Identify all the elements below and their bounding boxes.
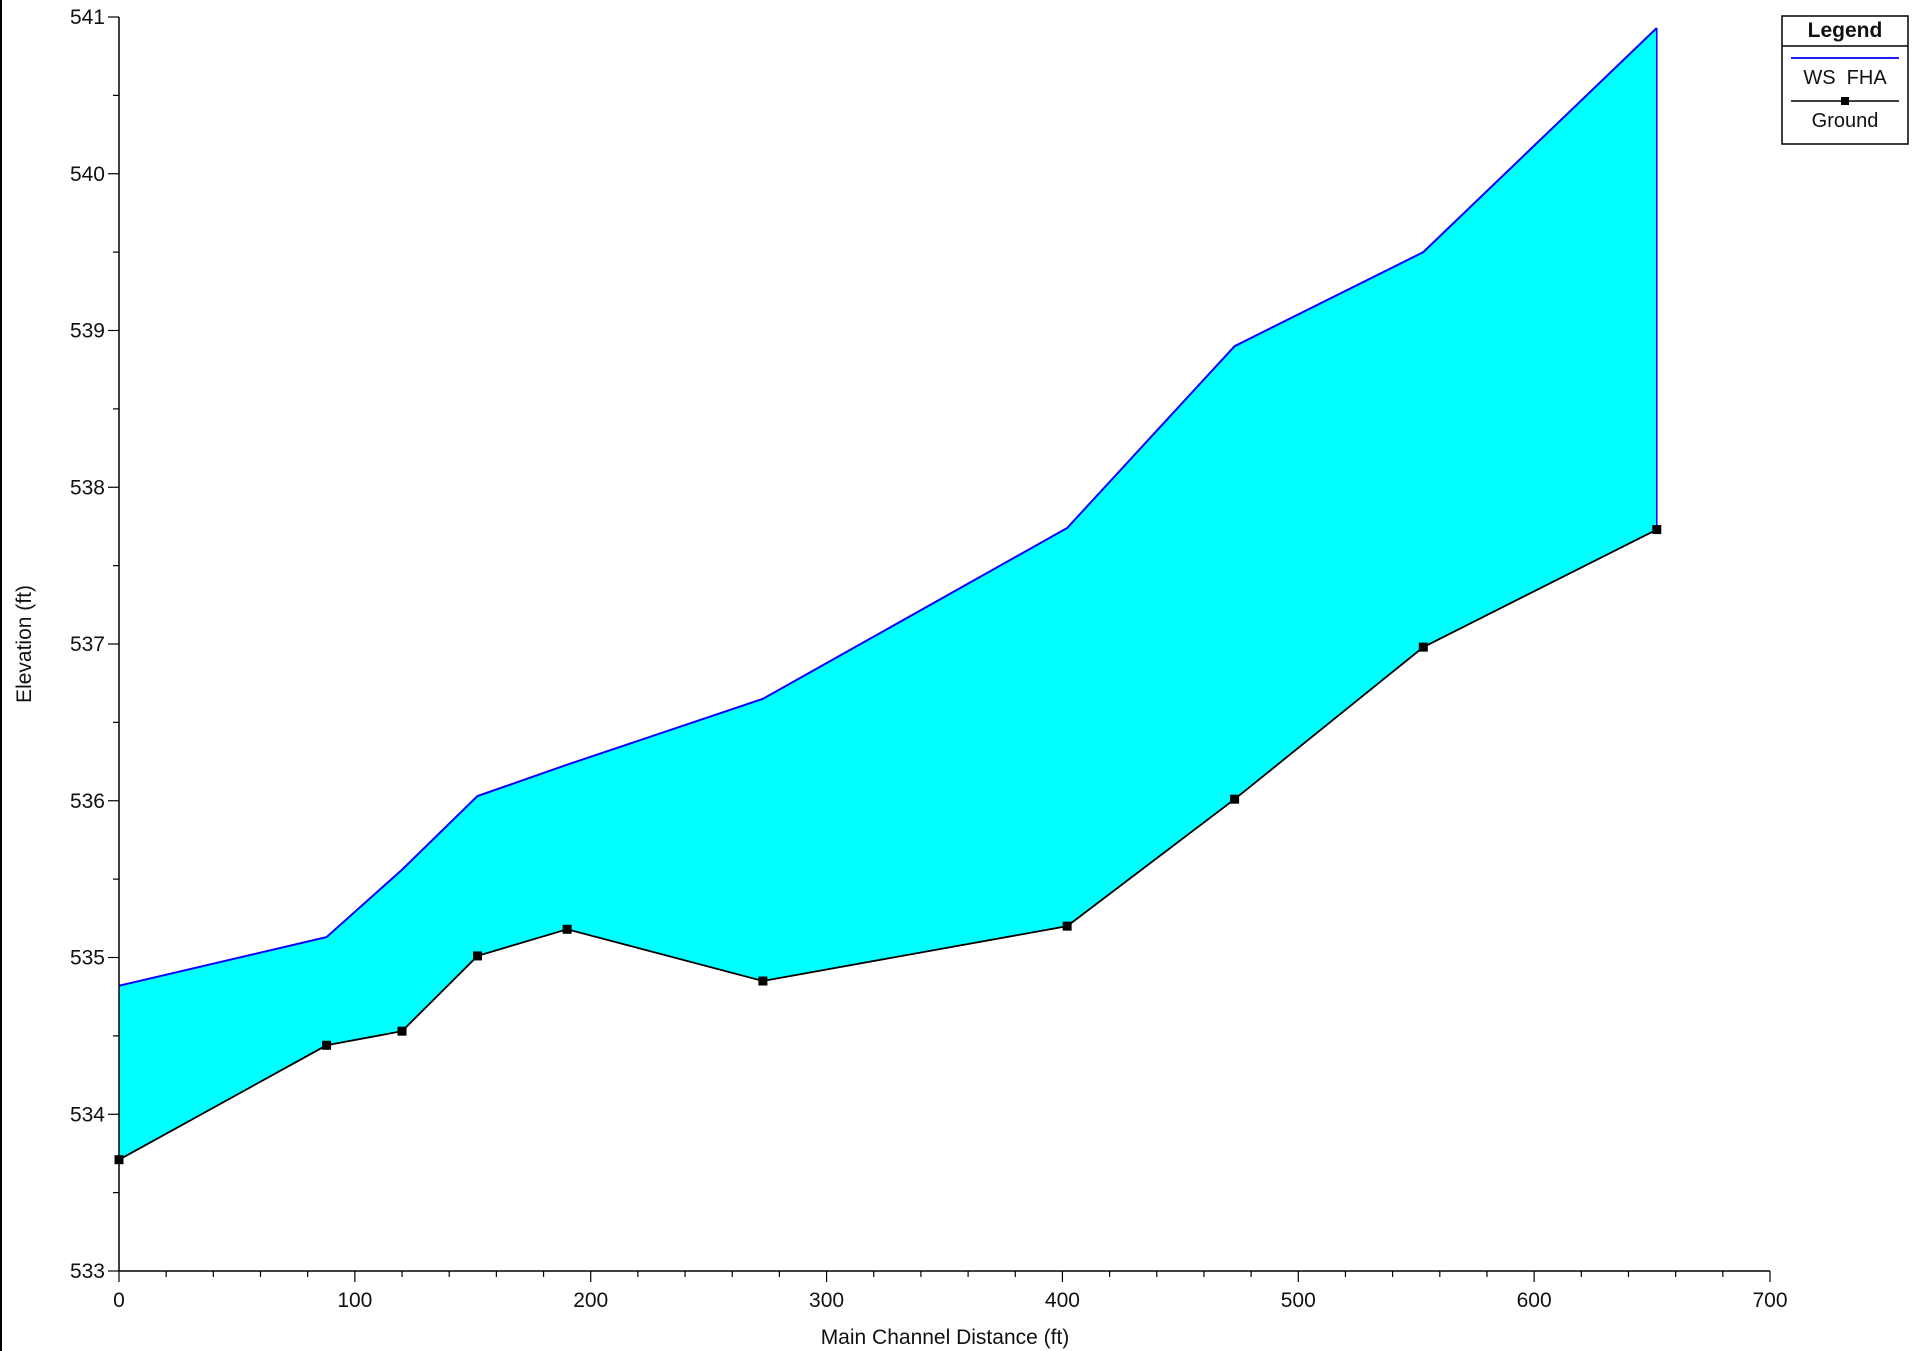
y-tick-label: 538	[70, 476, 105, 499]
x-tick-label: 200	[573, 1289, 608, 1312]
y-tick-label: 539	[70, 320, 105, 343]
ground-point-marker	[322, 1040, 332, 1050]
legend-marker-ground	[1841, 97, 1849, 105]
y-tick-label: 541	[70, 6, 105, 29]
y-tick-label: 537	[70, 633, 105, 656]
legend-label-ground: Ground	[1812, 110, 1879, 132]
y-tick-label: 534	[70, 1103, 105, 1126]
ground-point-marker	[397, 1026, 407, 1036]
x-tick-label: 0	[113, 1289, 125, 1312]
ground-point-marker	[473, 951, 483, 961]
y-tick-label: 540	[70, 163, 105, 186]
legend: Legend WS FHA Ground	[1781, 15, 1909, 145]
water-surface-fill	[119, 27, 1657, 1160]
y-ticks: 533 534 535 536 537 538 539 540 541	[70, 6, 119, 1283]
ground-point-marker	[1230, 794, 1240, 804]
x-axis-title: Main Channel Distance (ft)	[821, 1326, 1070, 1349]
ground-point-marker	[1062, 921, 1072, 931]
plot-area	[114, 27, 1662, 1165]
legend-box	[1781, 15, 1909, 145]
y-tick-label: 535	[70, 947, 105, 970]
y-tick-label: 533	[70, 1260, 105, 1283]
ground-point-marker	[1652, 525, 1662, 535]
series-line-ws-fha	[118, 27, 1658, 987]
ground-point-marker	[562, 924, 572, 934]
legend-label-ws-fha: WS FHA	[1803, 67, 1887, 89]
series-line-ground	[118, 528, 1658, 1161]
x-tick-label: 300	[809, 1289, 844, 1312]
x-tick-label: 100	[337, 1289, 372, 1312]
x-tick-label: 600	[1517, 1289, 1552, 1312]
x-tick-label: 400	[1045, 1289, 1080, 1312]
x-tick-label: 500	[1281, 1289, 1316, 1312]
y-axis-title: Elevation (ft)	[13, 585, 36, 703]
axes: 0 100 200 300 400 500 600 700 53353453553653753…	[70, 6, 1788, 1312]
x-ticks: 0 100 200 300 400 500 600 700	[113, 1271, 1788, 1312]
ground-point-marker	[758, 976, 768, 986]
legend-title: Legend	[1808, 19, 1883, 42]
y-tick-label: 536	[70, 790, 105, 813]
x-tick-label: 700	[1752, 1289, 1787, 1312]
ground-point-marker	[1418, 642, 1428, 652]
